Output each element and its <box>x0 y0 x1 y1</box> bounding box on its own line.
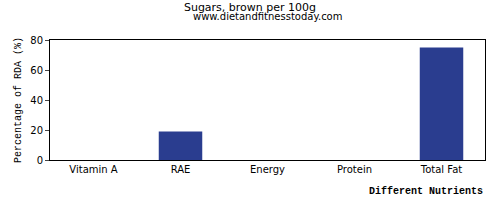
svg-text:40: 40 <box>30 95 43 106</box>
svg-text:20: 20 <box>30 125 43 136</box>
svg-text:Energy: Energy <box>250 164 285 175</box>
svg-text:Percentage of RDA (%): Percentage of RDA (%) <box>13 37 24 163</box>
svg-text:Sugars, brown per 100g: Sugars, brown per 100g <box>184 1 316 14</box>
svg-text:Total Fat: Total Fat <box>420 164 462 175</box>
svg-text:60: 60 <box>30 65 43 76</box>
svg-text:RAE: RAE <box>171 164 191 175</box>
svg-text:0: 0 <box>37 155 43 166</box>
svg-text:Vitamin A: Vitamin A <box>69 164 117 175</box>
svg-text:Protein: Protein <box>337 164 372 175</box>
svg-text:Different Nutrients: Different Nutrients <box>369 186 483 197</box>
svg-text:www.dietandfitnesstoday.com: www.dietandfitnesstoday.com <box>193 11 342 22</box>
svg-text:80: 80 <box>30 35 43 46</box>
